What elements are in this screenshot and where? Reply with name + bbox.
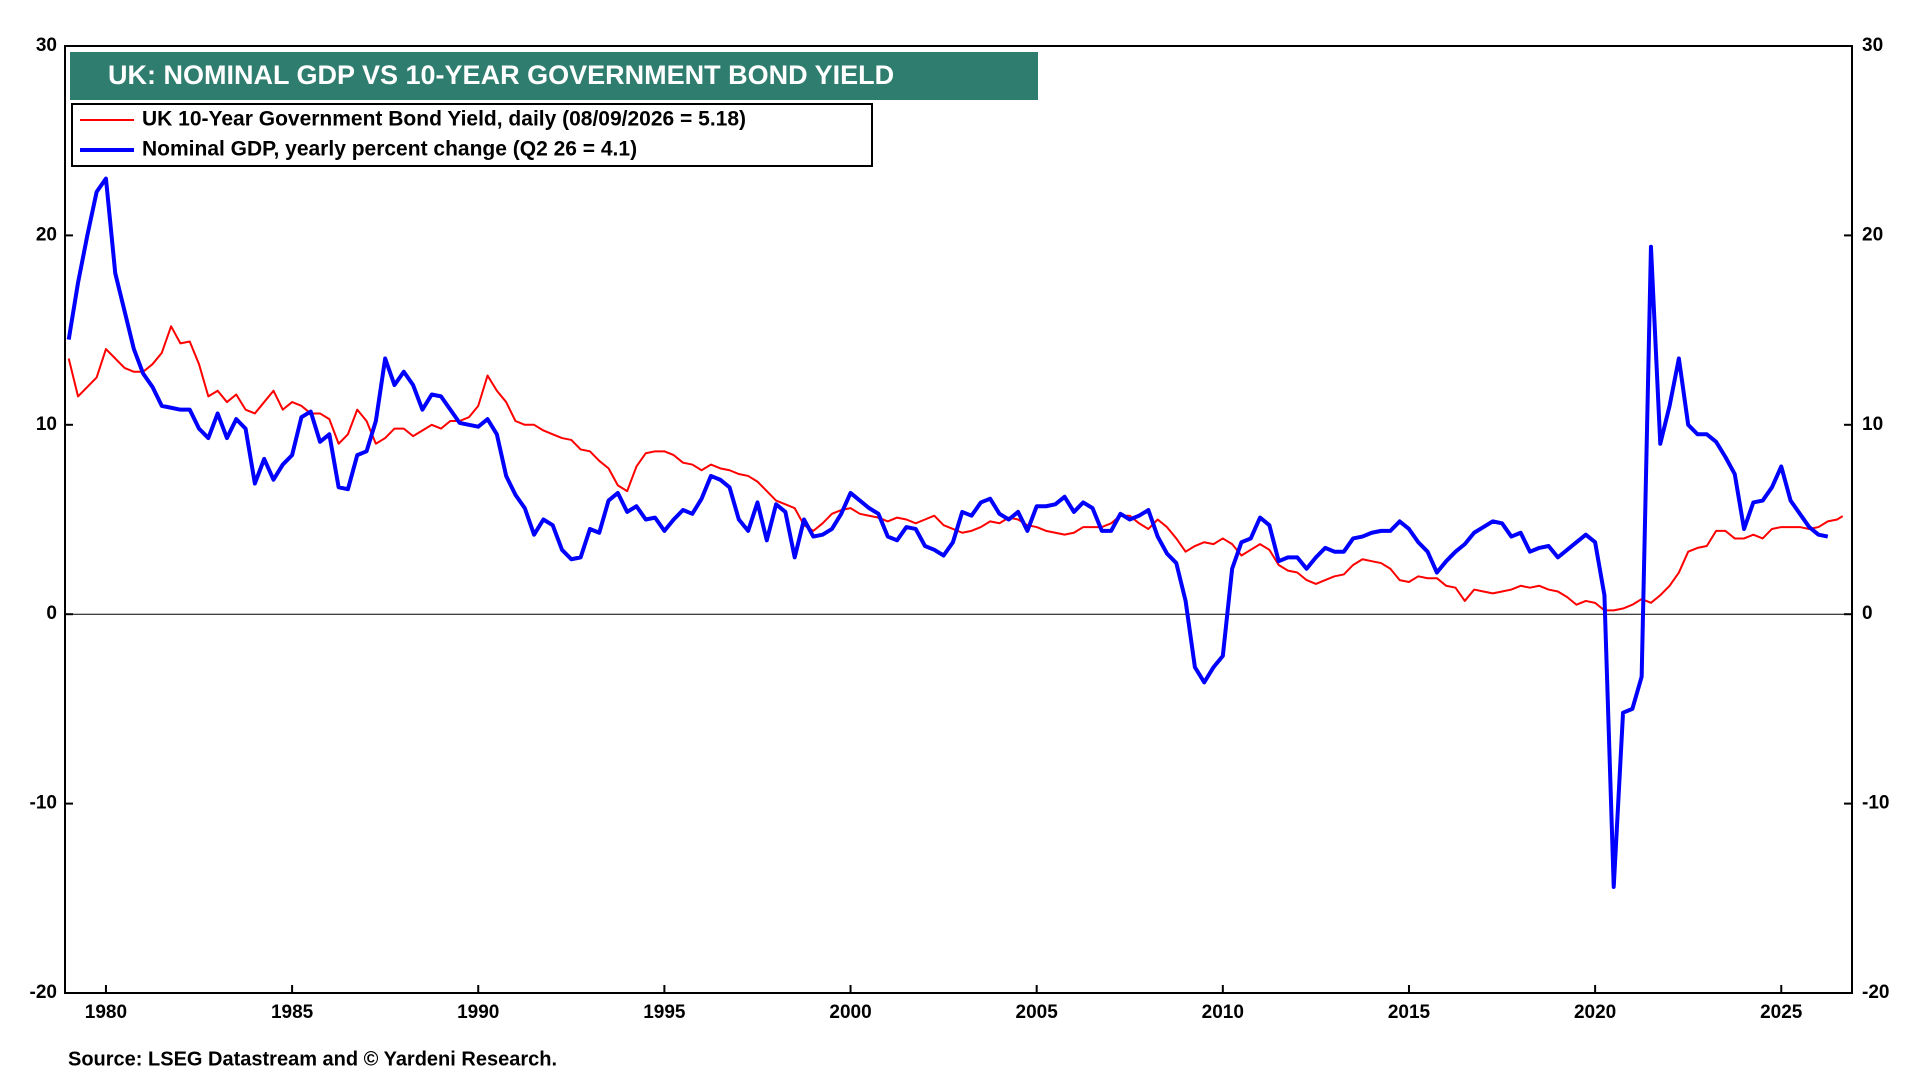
marks xyxy=(65,176,1852,889)
legend-box xyxy=(71,103,873,167)
series-line xyxy=(66,176,1829,889)
y2-tick-label: 20 xyxy=(1862,224,1883,245)
y-tick-label: -20 xyxy=(30,982,57,1003)
y-tick-label: 0 xyxy=(46,603,57,624)
y2-tick-label: 0 xyxy=(1862,603,1873,624)
x-tick-label: 1990 xyxy=(457,1002,499,1023)
legend-label: UK 10-Year Government Bond Yield, daily … xyxy=(142,108,746,131)
x-tick-label: 1980 xyxy=(85,1002,127,1023)
x-tick-label: 2020 xyxy=(1574,1002,1616,1023)
y-tick-label: -10 xyxy=(30,793,57,814)
y-tick-label: 10 xyxy=(36,414,57,435)
y-tick-label: 20 xyxy=(36,224,57,245)
y2-tick-label: 30 xyxy=(1862,35,1883,56)
y2-tick-label: 10 xyxy=(1862,414,1883,435)
x-tick-label: 1995 xyxy=(643,1002,686,1023)
source-note: Source: LSEG Datastream and © Yardeni Re… xyxy=(68,1048,557,1070)
title-box xyxy=(70,52,1038,100)
x-tick-label: 2010 xyxy=(1202,1002,1244,1023)
y2-tick-label: -20 xyxy=(1862,982,1889,1003)
x-tick-label: 1985 xyxy=(271,1002,314,1023)
x-tick-label: 2015 xyxy=(1388,1002,1431,1023)
chart-title: UK: NOMINAL GDP VS 10-YEAR GOVERNMENT BO… xyxy=(108,60,894,90)
y-tick-label: 30 xyxy=(36,35,57,56)
x-tick-label: 2000 xyxy=(829,1002,871,1023)
x-tick-label: 2005 xyxy=(1016,1002,1059,1023)
x-tick-label: 2025 xyxy=(1760,1002,1803,1023)
y2-tick-label: -10 xyxy=(1862,793,1889,814)
legend-label: Nominal GDP, yearly percent change (Q2 2… xyxy=(142,138,637,161)
